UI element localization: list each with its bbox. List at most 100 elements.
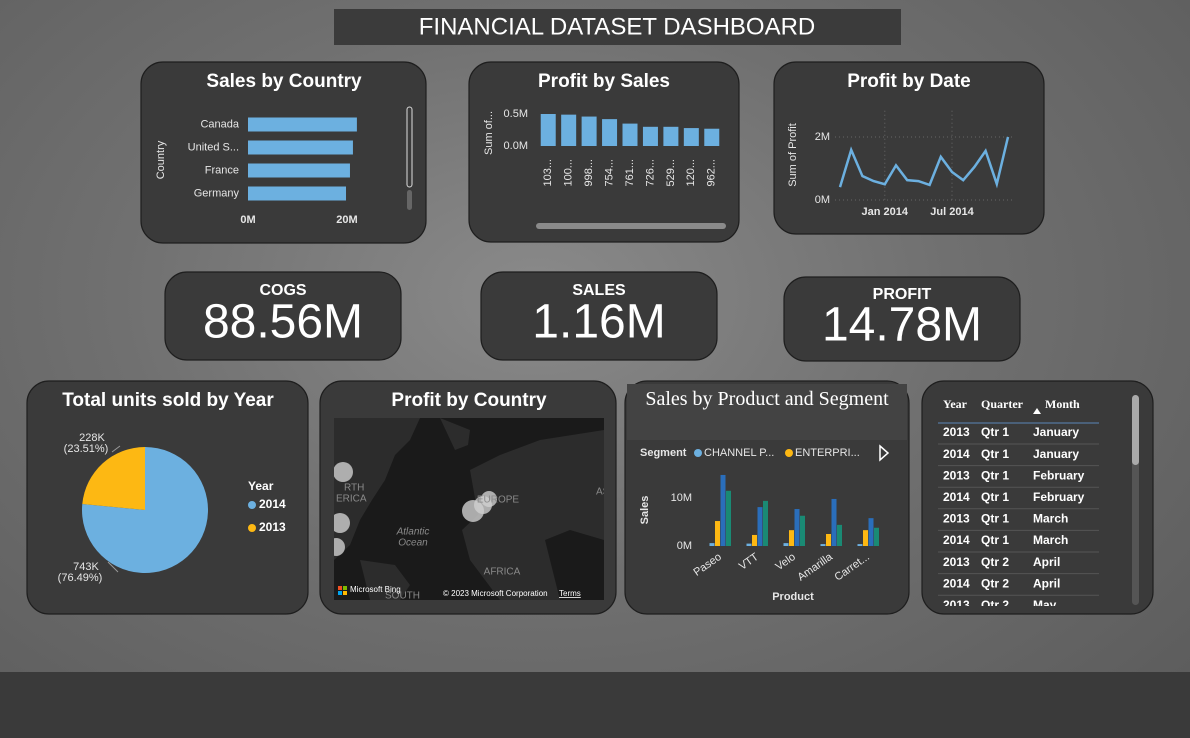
bar (868, 518, 874, 546)
map-bubble[interactable] (481, 491, 497, 507)
bar (789, 530, 794, 546)
leader-line (111, 445, 121, 453)
bar (683, 128, 699, 146)
logo (338, 586, 342, 590)
bar (540, 114, 556, 146)
x-tick-label: 0M (240, 214, 255, 226)
table-cell: March (1033, 512, 1068, 526)
title-band (627, 384, 907, 440)
logo (343, 591, 347, 595)
sort-indicator[interactable] (1033, 408, 1041, 414)
scrollbar[interactable] (1132, 395, 1139, 465)
table-cell: February (1033, 468, 1085, 482)
bar (800, 515, 805, 546)
table-cell: Qtr 1 (981, 447, 1009, 461)
bar (248, 186, 347, 201)
table-cell: 2014 (943, 576, 970, 590)
bar (704, 128, 720, 146)
table-cell: April (1033, 576, 1060, 590)
bar (726, 490, 731, 546)
table-cell: January (1033, 425, 1079, 439)
legend-label: 2013 (259, 520, 286, 534)
map-bubble[interactable] (327, 538, 345, 556)
legend-label: CHANNEL P... (704, 447, 774, 459)
bar (874, 527, 879, 546)
bar (602, 119, 618, 146)
legend-swatch (785, 449, 793, 457)
bar (663, 126, 679, 146)
panel (468, 61, 740, 243)
scrollbar[interactable] (536, 223, 726, 229)
bar (746, 543, 752, 546)
y-tick-label: 10M (671, 492, 692, 504)
table-cell: Qtr 2 (981, 598, 1009, 612)
data-label: 743K (73, 561, 99, 573)
table-cell: 2014 (943, 490, 970, 504)
x-tick-label: 103... (542, 159, 554, 187)
bar (752, 534, 757, 546)
legend-title: Segment (640, 447, 687, 459)
x-tick-label: 754... (603, 159, 615, 187)
y-tick-label: 0M (815, 194, 830, 206)
logo (338, 591, 342, 595)
card-label: COGS (259, 282, 306, 299)
legend-swatch (248, 501, 256, 509)
x-tick-label: 529... (665, 159, 677, 187)
scroll-track (407, 190, 412, 210)
chart-title: Total units sold by Year (62, 390, 274, 411)
chart-title: Sales by Country (206, 71, 362, 92)
bar (783, 543, 789, 546)
card-value: 1.16M (532, 296, 665, 349)
card-value: 88.56M (203, 296, 363, 349)
map-bubble[interactable] (333, 462, 353, 482)
x-tick-label: 761... (624, 159, 636, 187)
legend-label: 2014 (259, 497, 286, 511)
x-tick-label: Jul 2014 (930, 206, 974, 218)
bar (248, 163, 350, 178)
map-terms[interactable]: Terms (559, 589, 581, 598)
bar (720, 474, 726, 546)
bar (715, 521, 720, 546)
data-label: 228K (79, 432, 105, 444)
map-land (360, 560, 410, 600)
bar (581, 116, 597, 146)
data-label: (23.51%) (64, 443, 109, 455)
table-cell: February (1033, 490, 1085, 504)
bar (248, 117, 357, 132)
map-label: EUROPE (477, 495, 520, 506)
table-cell: 2013 (943, 598, 970, 612)
column-header: Month (1045, 397, 1080, 411)
table-cell: April (1033, 555, 1060, 569)
table-cell: Qtr 1 (981, 468, 1009, 482)
x-tick-label: 100... (563, 159, 575, 187)
chart-title: Profit by Country (391, 390, 547, 411)
y-axis-title: Sum of... (483, 111, 495, 155)
panel (921, 380, 1154, 615)
y-tick-label: Germany (194, 187, 240, 199)
y-axis-title: Country (155, 140, 167, 179)
map-logo: Microsoft Bing (350, 585, 401, 594)
scrollbar[interactable] (406, 106, 413, 188)
chart-title: Profit by Sales (538, 71, 670, 92)
bar (622, 123, 638, 146)
panel (773, 61, 1045, 235)
map-bubble[interactable] (330, 513, 350, 533)
legend-label: ENTERPRI... (795, 447, 860, 459)
table-cell: Qtr 1 (981, 533, 1009, 547)
y-tick-label: 0.0M (504, 140, 528, 152)
map-label: RTH (344, 483, 364, 494)
y-tick-label: 0.5M (504, 108, 528, 120)
x-tick-label: 726... (644, 159, 656, 187)
bar (863, 530, 868, 546)
bar (820, 544, 826, 546)
table-cell: Qtr 2 (981, 576, 1009, 590)
y-tick-label: Canada (200, 118, 239, 130)
map[interactable]: RTH ERICA Atlantic Ocean EUROPE AFRICA S… (327, 418, 610, 602)
footer-strip (0, 672, 1190, 738)
table-cell: 2013 (943, 555, 970, 569)
legend-title: Year (248, 479, 274, 493)
legend-next[interactable] (879, 444, 890, 462)
chart-title-box: Sales by Product and Segment (645, 388, 888, 410)
